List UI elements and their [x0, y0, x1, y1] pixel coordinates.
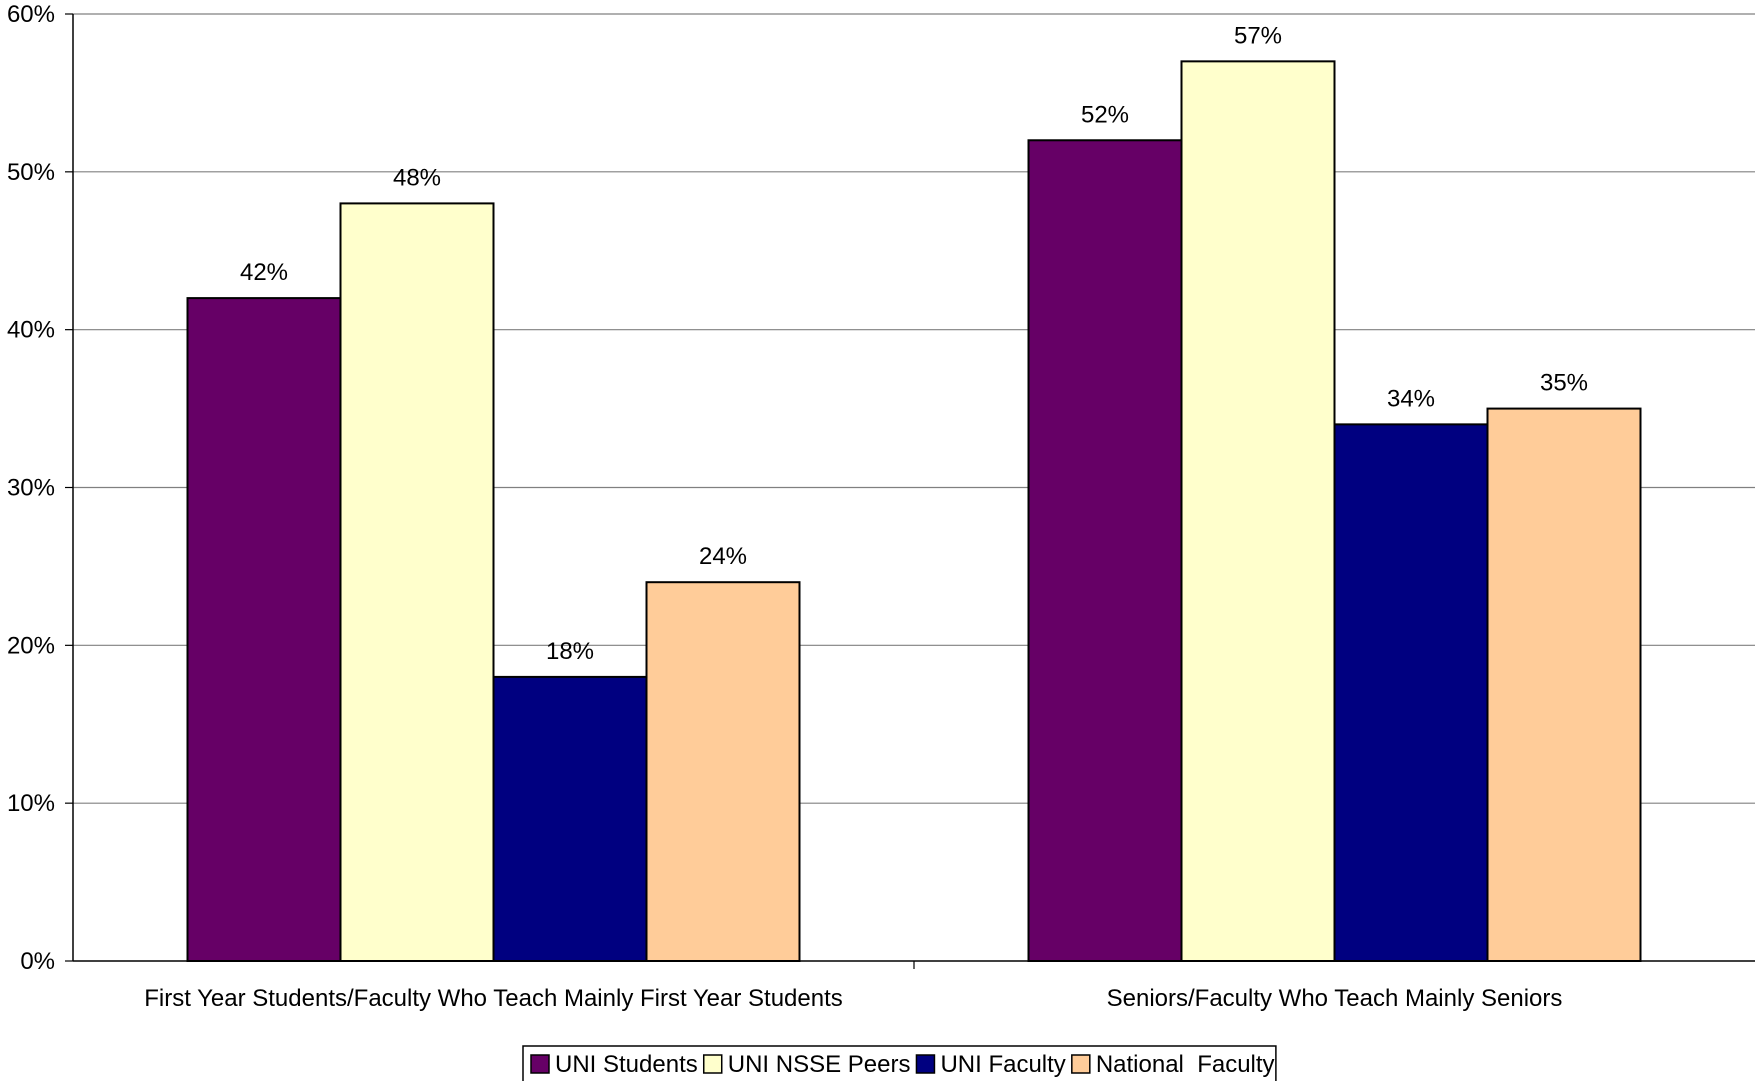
bars — [186, 60, 1642, 963]
bar — [1180, 60, 1336, 963]
data-labels: 42% 48% 18% 24% 52% 57% 34% 35% — [240, 22, 1588, 665]
bar — [492, 675, 648, 963]
bar — [186, 297, 342, 963]
category-labels: First Year Students/Faculty Who Teach Ma… — [144, 985, 1562, 1012]
category-label: Seniors/Faculty Who Teach Mainly Seniors — [1107, 985, 1563, 1012]
legend-label: UNI Faculty — [940, 1051, 1065, 1078]
legend-label: UNI Students — [555, 1051, 698, 1078]
legend-box — [522, 1045, 1277, 1081]
y-tick-label: 60% — [7, 1, 55, 28]
y-tick-label: 50% — [7, 159, 55, 186]
y-tick-label: 10% — [7, 790, 55, 817]
y-tick-label: 40% — [7, 317, 55, 344]
data-label: 35% — [1540, 370, 1588, 397]
bar — [339, 202, 495, 962]
legend-label: UNI NSSE Peers — [728, 1051, 911, 1078]
data-label: 48% — [393, 164, 441, 191]
data-label: 18% — [546, 638, 594, 665]
y-tick-label: 30% — [7, 475, 55, 502]
legend: UNI Students UNI NSSE Peers UNI Faculty Nat… — [522, 1045, 1277, 1081]
bar — [1027, 139, 1183, 962]
bar — [1486, 407, 1642, 963]
legend-label: National Faculty — [1096, 1051, 1275, 1078]
legend-swatch — [915, 1054, 936, 1074]
data-label: 34% — [1387, 385, 1435, 412]
data-label: 52% — [1081, 101, 1129, 128]
y-axis-ticks: 0% 10% 20% 30% 40% 50% 60% — [7, 1, 73, 975]
bar — [1333, 423, 1489, 963]
y-tick-label: 0% — [20, 948, 55, 975]
legend-swatch — [530, 1054, 550, 1074]
y-tick-label: 20% — [7, 632, 55, 659]
legend-swatch — [702, 1054, 723, 1074]
data-label: 42% — [240, 259, 288, 286]
bar — [645, 581, 801, 962]
legend-swatch — [1071, 1054, 1091, 1074]
data-label: 57% — [1234, 22, 1282, 49]
category-label: First Year Students/Faculty Who Teach Ma… — [144, 985, 843, 1012]
data-label: 24% — [699, 543, 747, 570]
